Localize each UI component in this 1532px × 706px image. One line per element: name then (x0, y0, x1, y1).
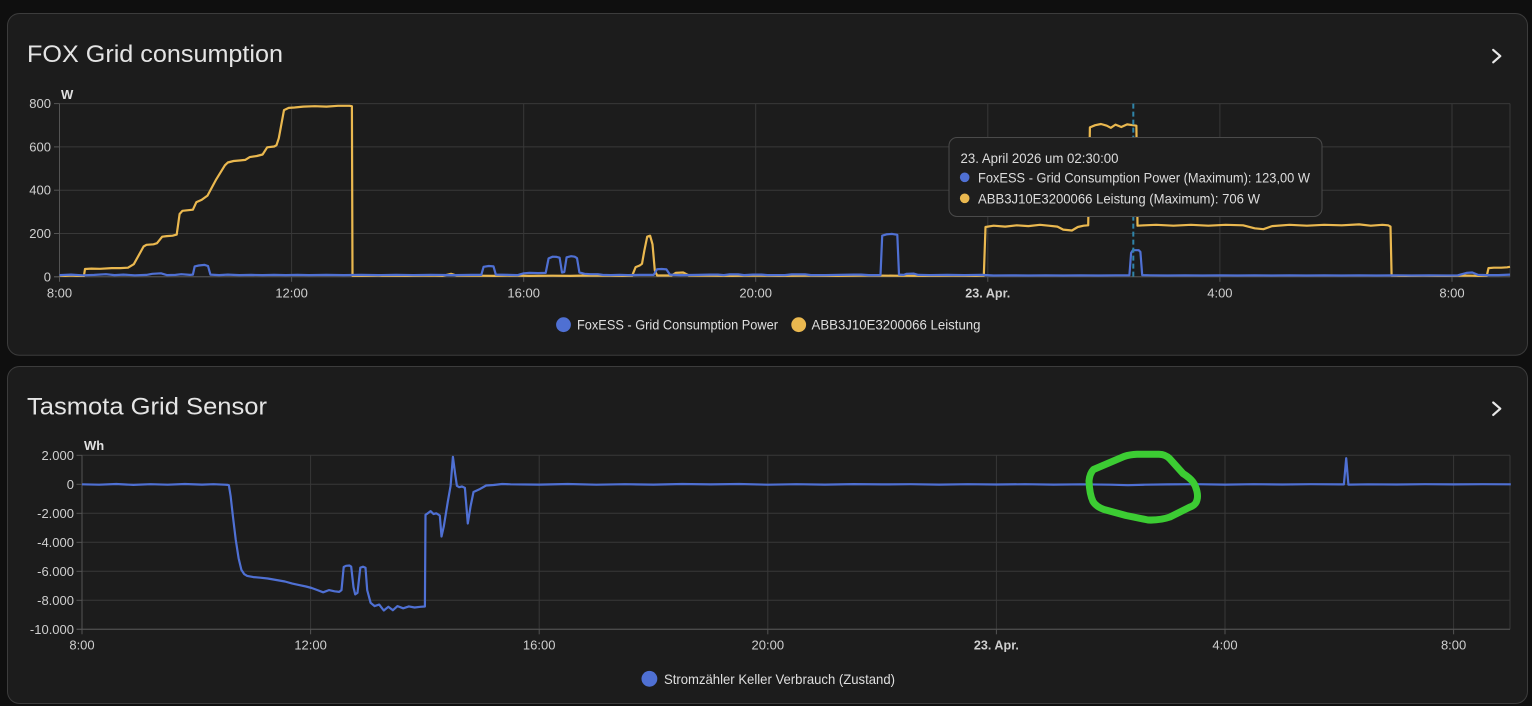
svg-text:-4.000: -4.000 (37, 535, 74, 550)
svg-text:W: W (61, 87, 74, 102)
svg-text:20:00: 20:00 (739, 285, 772, 300)
svg-text:20:00: 20:00 (752, 637, 785, 652)
svg-text:-6.000: -6.000 (37, 564, 74, 579)
svg-text:23. Apr.: 23. Apr. (965, 285, 1010, 300)
svg-text:4:00: 4:00 (1207, 285, 1232, 300)
svg-text:800: 800 (29, 96, 51, 111)
svg-text:12:00: 12:00 (275, 285, 308, 300)
svg-text:-10.000: -10.000 (30, 622, 74, 637)
svg-text:Wh: Wh (84, 438, 104, 453)
svg-text:ABB3J10E3200066 Leistung (Maxi: ABB3J10E3200066 Leistung (Maximum): 706 … (978, 190, 1261, 206)
svg-text:16:00: 16:00 (507, 285, 540, 300)
svg-text:ABB3J10E3200066 Leistung: ABB3J10E3200066 Leistung (812, 317, 981, 333)
svg-text:0: 0 (67, 477, 74, 492)
svg-text:8:00: 8:00 (69, 637, 94, 652)
svg-text:16:00: 16:00 (523, 637, 556, 652)
svg-text:-8.000: -8.000 (37, 593, 74, 608)
svg-text:600: 600 (29, 139, 51, 154)
svg-text:Stromzähler Keller Verbrauch (: Stromzähler Keller Verbrauch (Zustand) (664, 671, 895, 687)
svg-text:FOX Grid consumption: FOX Grid consumption (27, 41, 283, 68)
svg-text:23. Apr.: 23. Apr. (974, 637, 1019, 652)
svg-text:8:00: 8:00 (1441, 637, 1466, 652)
svg-text:2.000: 2.000 (41, 448, 74, 463)
svg-text:FoxESS - Grid Consumption Powe: FoxESS - Grid Consumption Power (577, 317, 778, 333)
svg-text:12:00: 12:00 (294, 637, 327, 652)
svg-text:8:00: 8:00 (47, 285, 72, 300)
svg-text:4:00: 4:00 (1212, 637, 1237, 652)
svg-text:23. April 2026 um 02:30:00: 23. April 2026 um 02:30:00 (961, 150, 1119, 166)
svg-text:0: 0 (44, 269, 51, 284)
svg-text:-2.000: -2.000 (37, 506, 74, 521)
svg-text:400: 400 (29, 183, 51, 198)
svg-text:200: 200 (29, 226, 51, 241)
svg-text:FoxESS - Grid Consumption Powe: FoxESS - Grid Consumption Power (Maximum… (978, 169, 1311, 185)
svg-text:Tasmota Grid Sensor: Tasmota Grid Sensor (27, 394, 267, 421)
svg-text:8:00: 8:00 (1439, 285, 1464, 300)
